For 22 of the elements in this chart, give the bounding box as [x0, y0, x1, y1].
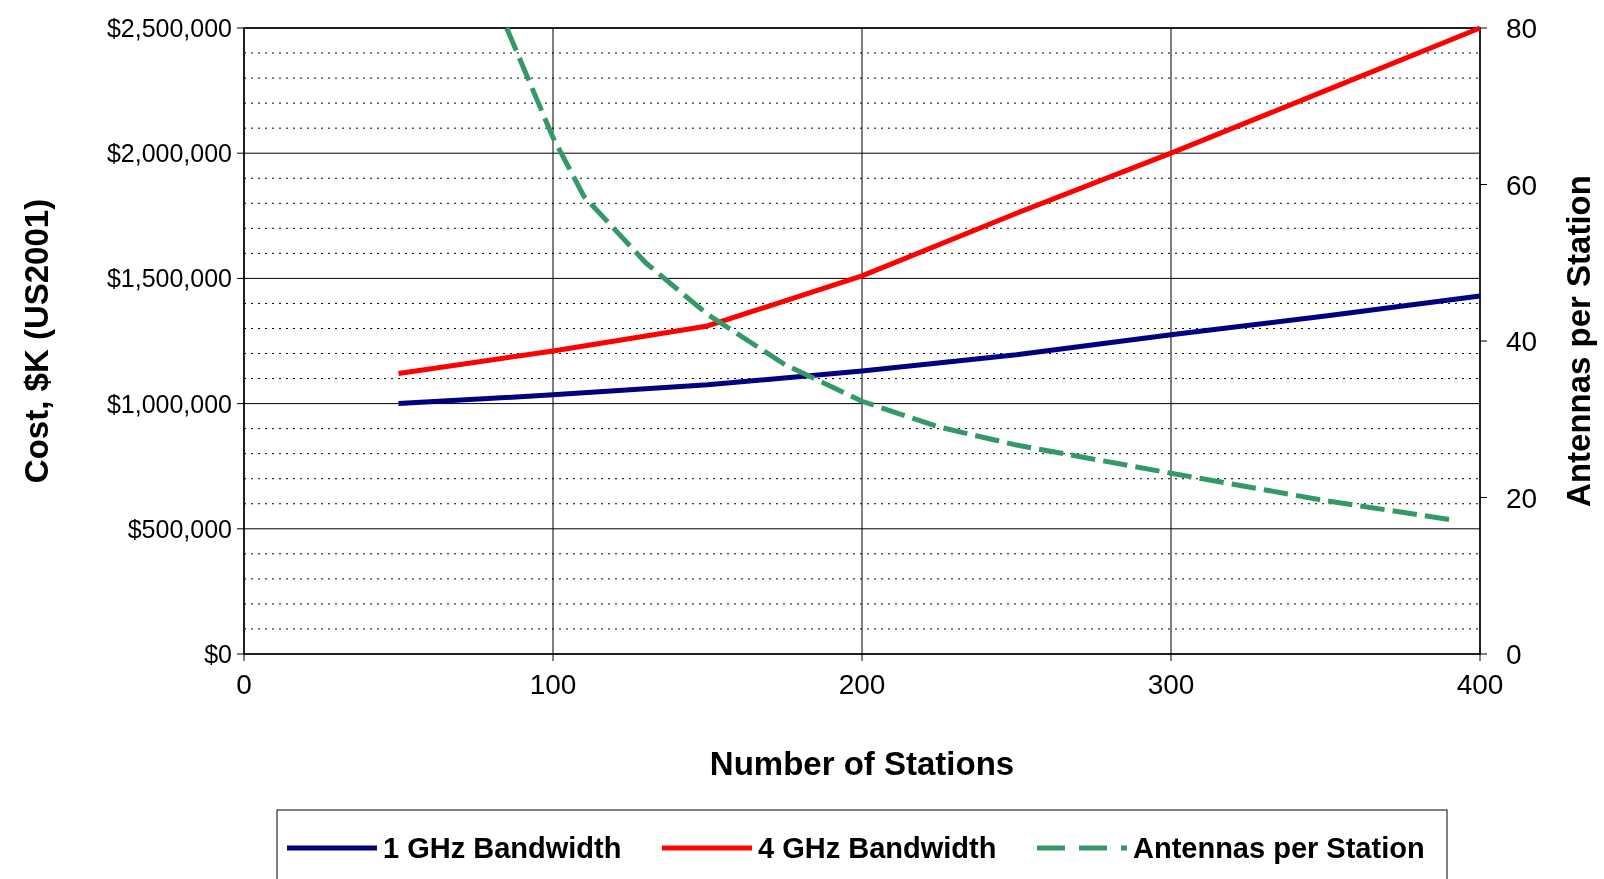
x-tick-label: 200	[838, 669, 886, 700]
y2-tick-label: 20	[1506, 482, 1538, 514]
y2-tick-label: 40	[1506, 326, 1538, 357]
x-axis-title: Number of Stations	[709, 745, 1015, 782]
legend-label: 4 GHz Bandwidth	[758, 832, 997, 864]
y-tick-label: $1,000,000	[106, 389, 232, 418]
y2-axis-title: Antennas per Station	[1560, 175, 1597, 507]
y2-tick-label: 80	[1506, 13, 1538, 44]
x-tick-label: 100	[529, 669, 577, 700]
x-tick-label: 0	[236, 669, 252, 700]
y-tick-label: $0	[204, 640, 232, 668]
x-tick-label: 400	[1456, 669, 1504, 700]
legend-label: Antennas per Station	[1133, 832, 1425, 864]
y-tick-label: $500,000	[127, 514, 232, 543]
x-tick-label: 300	[1147, 669, 1195, 700]
legend-label: 1 GHz Bandwidth	[383, 832, 622, 864]
y-axis-title: Cost, $K (US2001)	[18, 198, 55, 484]
y-tick-label: $2,500,000	[106, 14, 232, 42]
y-tick-label: $2,000,000	[106, 139, 232, 168]
y-tick-label: $1,500,000	[106, 264, 232, 293]
y2-tick-label: 0	[1506, 639, 1522, 670]
y2-tick-label: 60	[1506, 169, 1538, 201]
